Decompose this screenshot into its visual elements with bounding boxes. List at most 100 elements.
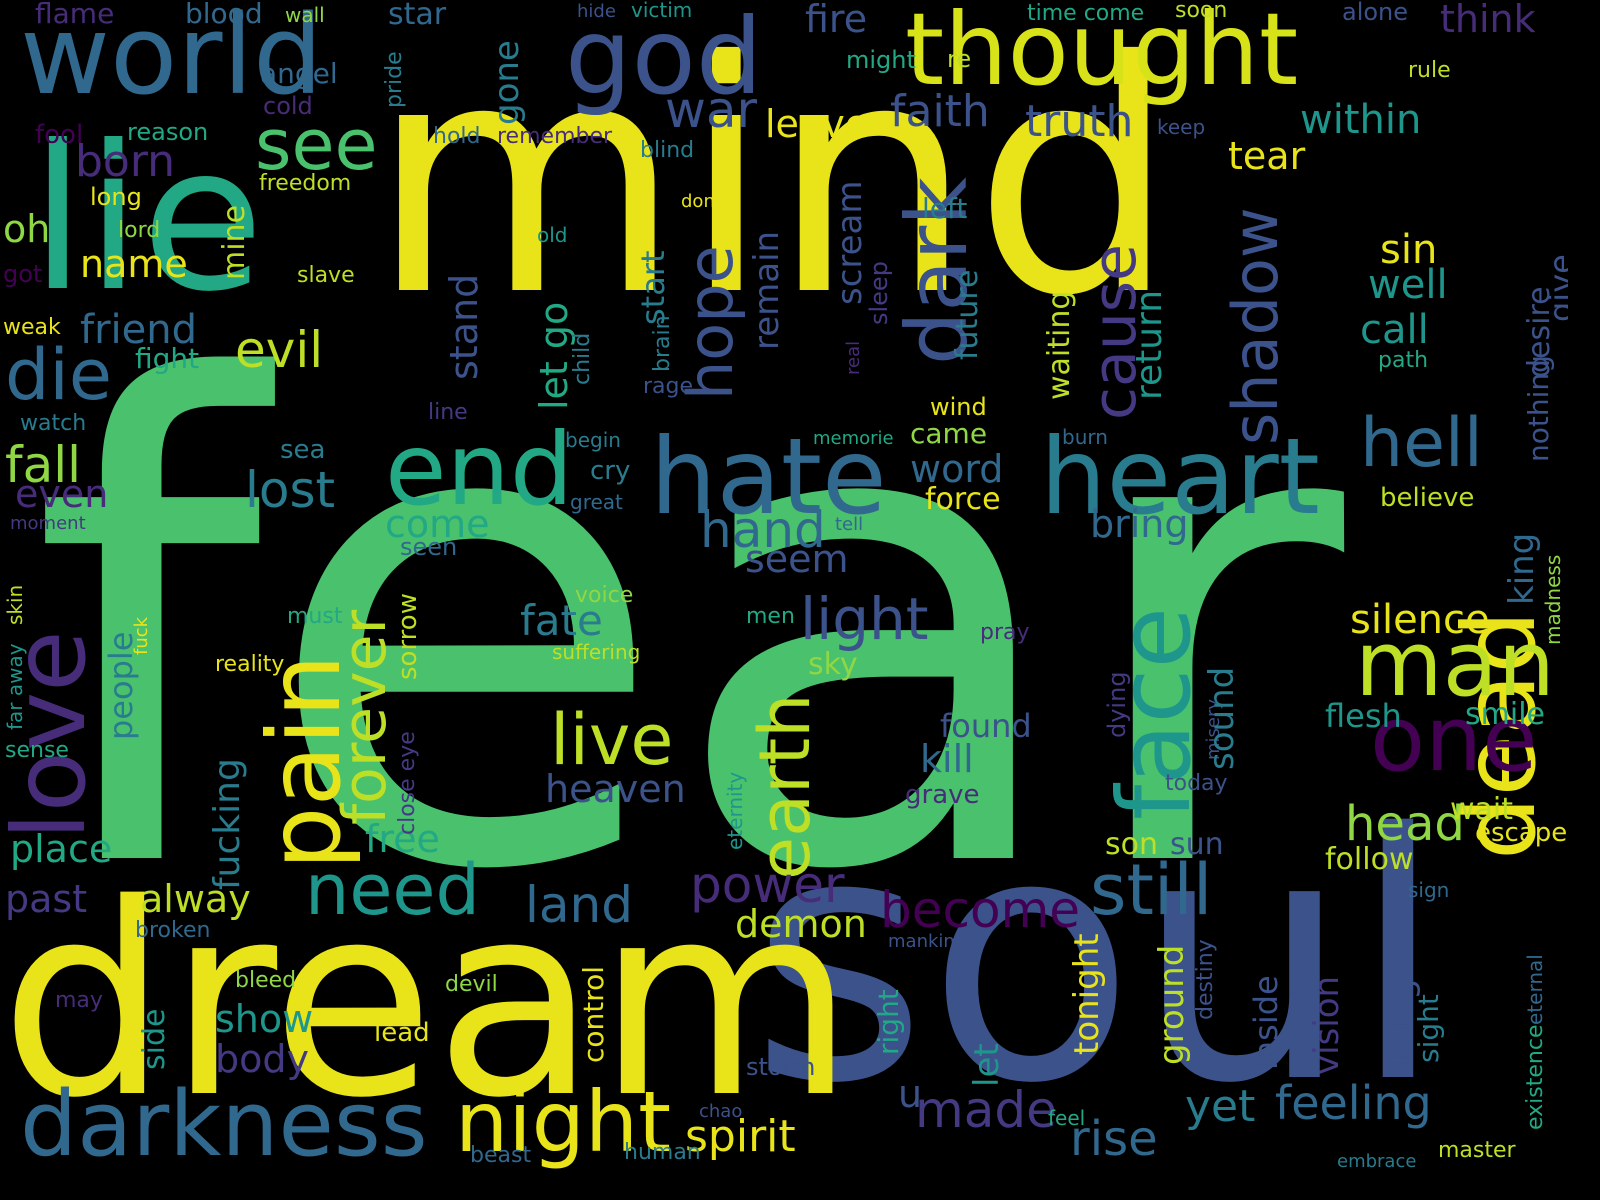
word-broken: broken [135, 918, 211, 943]
word-oh: oh [3, 207, 51, 251]
word-alone: alone [1342, 0, 1409, 26]
word-word: word [910, 447, 1004, 491]
word-sound: sound [1202, 666, 1242, 770]
word-even: even [15, 472, 109, 516]
word-end: end [385, 411, 574, 528]
word-heaven: heaven [545, 767, 686, 811]
word-made: made [915, 1081, 1057, 1139]
word-child: child [570, 332, 595, 385]
word-soon: soon [1175, 0, 1228, 23]
word-hold: hold [433, 124, 481, 149]
word-fuck: fuck [131, 616, 152, 655]
word-thought: thought [905, 0, 1299, 108]
word-hand: hand [700, 501, 826, 559]
word-time-come: time come [1027, 1, 1145, 26]
word-smile: smile [1465, 697, 1545, 732]
word-side: side [137, 1008, 172, 1070]
word-men: men [746, 604, 795, 629]
word-become: become [880, 881, 1081, 939]
word-mine: mine [217, 204, 252, 280]
word-storm: storm [746, 1053, 816, 1081]
word-reality: reality [215, 652, 285, 677]
word-let: let [967, 1043, 1007, 1087]
word-human: human [624, 1140, 701, 1165]
word-escape: escape [1475, 818, 1568, 848]
word-watch: watch [20, 411, 87, 436]
word-heart: heart [1040, 416, 1320, 538]
word-voice: voice [575, 583, 634, 608]
word-great: great [570, 490, 623, 514]
word-embrace: embrace [1337, 1151, 1417, 1172]
word-feel: feel [1048, 1106, 1086, 1130]
word-alway: alway [140, 877, 251, 921]
word-night: night [455, 1073, 672, 1171]
word-found: found [940, 707, 1032, 745]
word-blind: blind [640, 138, 695, 163]
word-pride: pride [382, 51, 407, 108]
word-one: one [1370, 687, 1538, 792]
word-weak: weak [3, 315, 61, 340]
word-slave: slave [297, 263, 355, 288]
word-dream: dream [0, 848, 855, 1156]
word-mind: mind [370, 0, 1177, 366]
word-come: come [385, 502, 490, 546]
word-victim: victim [631, 0, 693, 22]
word-demon: demon [735, 902, 867, 946]
word-friend: friend [80, 307, 197, 353]
word-body: body [215, 1037, 309, 1081]
word-show: show [215, 997, 314, 1041]
word-line: line [428, 400, 468, 425]
word-sky: sky [808, 647, 858, 682]
word-sleep: sleep [865, 261, 893, 325]
word-fear: fear [30, 245, 1345, 1014]
word-inside: inside [1247, 975, 1285, 1070]
word-remain: remain [747, 230, 787, 350]
word-reason: reason [127, 118, 209, 146]
word-world: world [20, 0, 323, 119]
word-wall: wall [285, 3, 325, 27]
word-name: name [80, 242, 188, 286]
word-silence: silence [1350, 597, 1490, 643]
word-fate: fate [520, 596, 603, 645]
word-shadow: shadow [1219, 207, 1292, 445]
word-head: head [1345, 796, 1465, 852]
word-war: war [665, 81, 758, 139]
word-skin: skin [3, 584, 27, 625]
word-light: light [800, 585, 929, 653]
word-faith: faith [890, 86, 990, 137]
word-star: star [388, 0, 447, 32]
word-kill: kill [920, 737, 974, 781]
word-vision: vision [1307, 975, 1347, 1075]
word-might: might [846, 46, 916, 74]
word-free: free [365, 817, 440, 861]
word-cry: cry [590, 456, 631, 486]
word-pray: pray [980, 620, 1030, 645]
word-well: well [1368, 262, 1448, 308]
word-seen: seen [400, 533, 458, 561]
word-long: long [90, 183, 142, 211]
word-let-go: let go [532, 301, 576, 410]
word-today: today [1165, 771, 1228, 796]
word-place: place [10, 827, 113, 871]
word-tell: tell [835, 514, 864, 535]
word-sin: sin [1380, 227, 1438, 273]
word-see: see [255, 104, 378, 186]
word-stand: stand [442, 273, 486, 380]
word-need: need [305, 849, 480, 931]
word-fight: fight [135, 342, 200, 375]
word-far-away: far away [3, 643, 27, 730]
word-force: force [925, 482, 1001, 517]
word-land: land [525, 876, 633, 934]
word-earth: earth [744, 693, 826, 880]
word-suffering: suffering [552, 640, 641, 664]
word-path: path [1378, 348, 1429, 373]
word-right: right [872, 989, 905, 1055]
word-evil: evil [235, 321, 324, 379]
word-cold: cold [263, 92, 313, 120]
word-cloud: fear mind soul dream lie world thought god hate h… [0, 0, 1568, 1172]
word-hide: hide [577, 1, 616, 22]
word-sight: sight [1412, 994, 1445, 1063]
word-beast: beast [470, 1143, 532, 1168]
word-flesh: flesh [1325, 697, 1402, 735]
word-think: think [1440, 0, 1536, 41]
